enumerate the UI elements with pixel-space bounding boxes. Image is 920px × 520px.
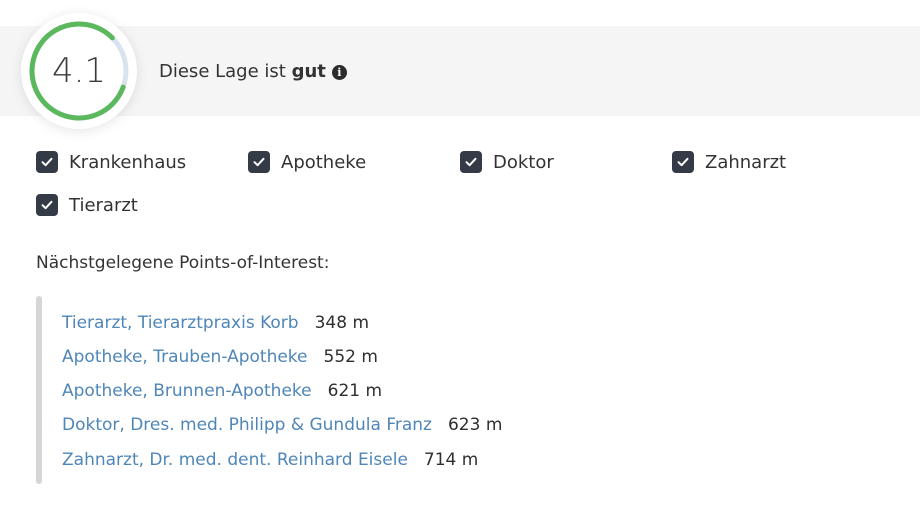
filter-label: Tierarzt <box>69 194 138 216</box>
checkbox-checked-icon[interactable] <box>248 151 270 173</box>
poi-distance: 348 m <box>314 313 370 333</box>
rating-summary: Diese Lage ist gut i <box>159 60 347 84</box>
checkbox-checked-icon[interactable] <box>36 151 58 173</box>
rating-text-prefix: Diese Lage ist <box>159 61 292 82</box>
checkbox-checked-icon[interactable] <box>672 151 694 173</box>
rating-header <box>0 26 920 116</box>
filter-zahnarzt[interactable]: Zahnarzt <box>672 150 786 174</box>
poi-link[interactable]: Apotheke, Trauben-Apotheke <box>62 347 308 367</box>
filter-apotheke[interactable]: Apotheke <box>248 150 366 174</box>
score-value: 4.1 <box>51 51 107 91</box>
list-item: Apotheke, Trauben-Apotheke 552 m <box>62 345 378 369</box>
score-badge: 4.1 <box>21 13 137 129</box>
poi-list: Tierarzt, Tierarztpraxis Korb 348 m Apoth… <box>36 296 736 484</box>
filter-doktor[interactable]: Doktor <box>460 150 554 174</box>
filter-label: Krankenhaus <box>69 151 187 173</box>
filter-label: Doktor <box>493 151 554 173</box>
list-item: Tierarzt, Tierarztpraxis Korb 348 m <box>62 311 369 335</box>
filter-label: Zahnarzt <box>705 151 787 173</box>
checkbox-checked-icon[interactable] <box>36 194 58 216</box>
poi-distance: 714 m <box>423 450 479 470</box>
info-icon[interactable]: i <box>331 65 347 80</box>
poi-distance: 623 m <box>447 415 503 435</box>
poi-list-bar <box>36 296 42 484</box>
poi-distance: 552 m <box>323 347 378 367</box>
score-ring <box>29 21 129 121</box>
filter-tierarzt[interactable]: Tierarzt <box>36 193 138 217</box>
poi-heading: Nächstgelegene Points-of-Interest: <box>36 253 330 273</box>
poi-link[interactable]: Doktor, Dres. med. Philipp & Gundula Fra… <box>62 415 432 435</box>
score-ring-fill <box>29 21 126 121</box>
list-item: Zahnarzt, Dr. med. dent. Reinhard Eisele… <box>62 448 478 472</box>
list-item: Apotheke, Brunnen-Apotheke 621 m <box>62 379 382 403</box>
rating-word: gut <box>291 61 326 82</box>
filter-krankenhaus[interactable]: Krankenhaus <box>36 150 186 174</box>
checkbox-checked-icon[interactable] <box>460 151 482 173</box>
poi-distance: 621 m <box>327 381 383 401</box>
poi-link[interactable]: Apotheke, Brunnen-Apotheke <box>62 381 312 401</box>
poi-link[interactable]: Tierarzt, Tierarztpraxis Korb <box>62 313 299 333</box>
poi-link[interactable]: Zahnarzt, Dr. med. dent. Reinhard Eisele <box>62 450 408 470</box>
filter-label: Apotheke <box>281 151 367 173</box>
list-item: Doktor, Dres. med. Philipp & Gundula Fra… <box>62 413 502 437</box>
